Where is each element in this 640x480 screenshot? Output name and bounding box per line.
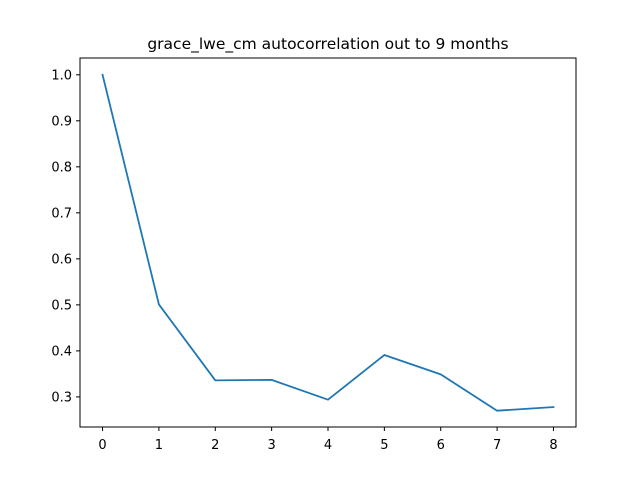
data-point [271, 379, 273, 381]
x-tick-label: 4 [324, 438, 332, 453]
x-tick-label: 8 [549, 438, 557, 453]
y-tick-label: 0.8 [51, 160, 72, 175]
x-tick-label: 3 [267, 438, 275, 453]
x-tick-label: 7 [493, 438, 501, 453]
data-point [552, 406, 555, 408]
y-tick-label: 0.5 [51, 298, 72, 313]
x-axis: 0 1 2 3 4 5 6 7 8 [98, 427, 558, 453]
y-tick-label: 0.6 [51, 252, 72, 267]
x-tick-label: 6 [437, 438, 445, 453]
plot-series [101, 73, 555, 412]
plot-frame [79, 57, 577, 428]
y-tick-label: 1.0 [51, 68, 72, 83]
y-tick-label: 0.7 [51, 206, 72, 221]
data-point [496, 410, 498, 412]
data-point [158, 303, 160, 306]
data-point [214, 379, 216, 381]
y-axis: 0.3 0.4 0.5 0.6 0.7 0.8 0.9 1.0 [51, 68, 80, 405]
x-tick-label: 1 [155, 438, 163, 453]
x-tick-label: 0 [98, 438, 106, 453]
chart-title: grace_lwe_cm autocorrelation out to 9 mo… [147, 35, 508, 54]
x-tick-label: 5 [380, 438, 388, 453]
data-point [383, 354, 385, 356]
y-tick-label: 0.3 [51, 390, 72, 405]
y-tick-label: 0.9 [51, 114, 72, 129]
data-point [440, 373, 442, 375]
x-tick-label: 2 [211, 438, 219, 453]
data-point [327, 399, 329, 401]
y-tick-label: 0.4 [51, 344, 72, 359]
data-point [101, 74, 104, 76]
